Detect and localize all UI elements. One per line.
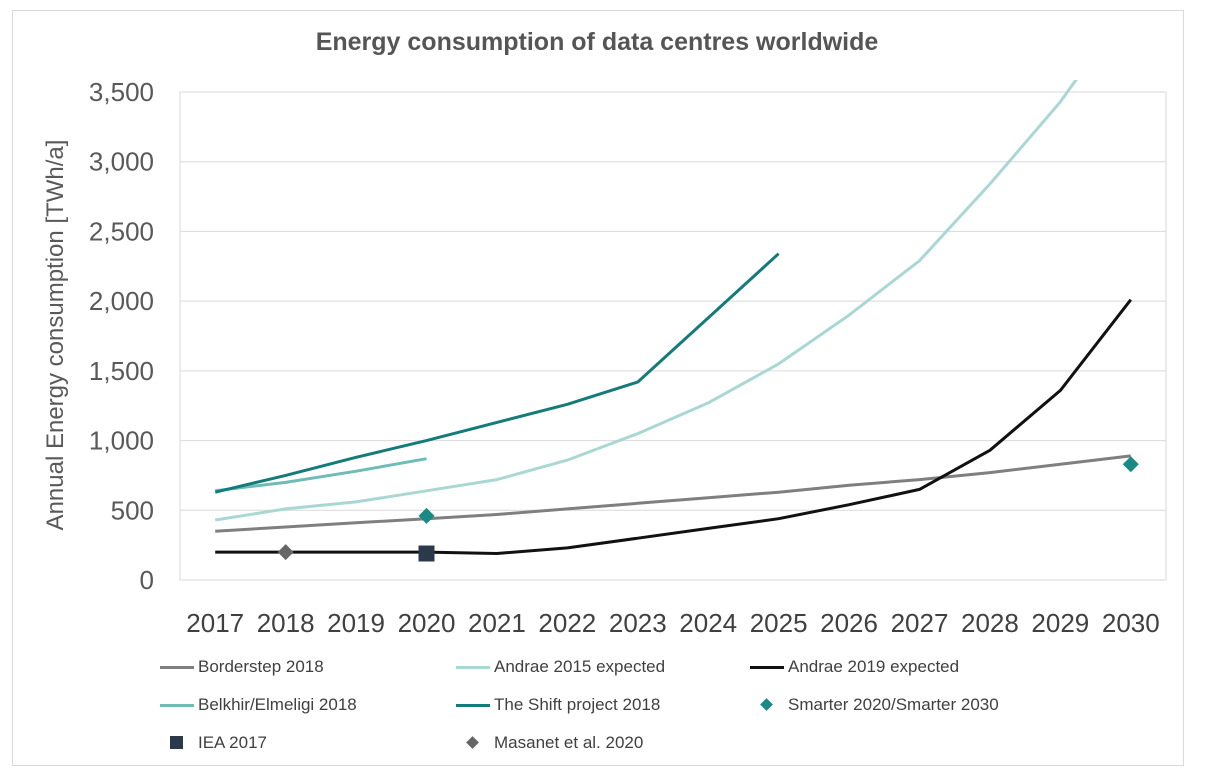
series-line-andrae-2019-expected (215, 298, 1132, 555)
x-tick-label: 2022 (538, 608, 596, 638)
chart-title: Energy consumption of data centres world… (315, 28, 879, 56)
y-tick-label: 0 (140, 565, 154, 595)
x-tick-labels: 2017 2018 2019 2020 2021 2022 2023 2024 2025 2026… (186, 608, 1159, 638)
grid-lines (179, 91, 1167, 581)
x-tick-label: 2019 (327, 608, 385, 638)
marker-masanet-et-al-2020 (277, 544, 294, 561)
x-tick-label: 2017 (186, 608, 244, 638)
series-line-borderstep-2018 (215, 454, 1131, 533)
x-tick-label: 2025 (750, 608, 808, 638)
y-tick-label: 2,000 (89, 286, 154, 316)
x-tick-label: 2026 (820, 608, 878, 638)
y-tick-labels: 0 500 1,000 1,500 2,000 2,500 3,000 3,500 (89, 77, 154, 595)
series-line-andrae-2015-expected (214, 80, 1078, 522)
x-tick-label: 2023 (609, 608, 667, 638)
x-tick-label: 2028 (961, 608, 1019, 638)
marker-iea-2017 (418, 545, 435, 562)
y-tick-label: 2,500 (89, 216, 154, 246)
series-lines (214, 80, 1132, 555)
x-tick-label: 2024 (679, 608, 737, 638)
y-tick-label: 1,500 (89, 356, 154, 386)
x-tick-label: 2027 (891, 608, 949, 638)
x-tick-label: 2021 (468, 608, 526, 638)
y-tick-label: 3,000 (89, 147, 154, 177)
x-tick-label: 2018 (257, 608, 315, 638)
marker-smarter-2020-smarter-2030 (1122, 456, 1139, 473)
marker-smarter-2020-smarter-2030 (418, 507, 435, 524)
x-tick-label: 2020 (398, 608, 456, 638)
y-tick-label: 1,000 (89, 426, 154, 456)
y-tick-label: 3,500 (89, 77, 154, 107)
plot-area (179, 91, 1167, 581)
chart-frame (12, 10, 1184, 766)
series-markers (277, 456, 1139, 562)
series-line-belkhir-elmeligi-2018 (215, 457, 427, 493)
series-line-the-shift-project-2018 (214, 252, 780, 494)
x-tick-label: 2030 (1102, 608, 1160, 638)
x-tick-label: 2029 (1031, 608, 1089, 638)
y-tick-label: 500 (111, 495, 154, 525)
